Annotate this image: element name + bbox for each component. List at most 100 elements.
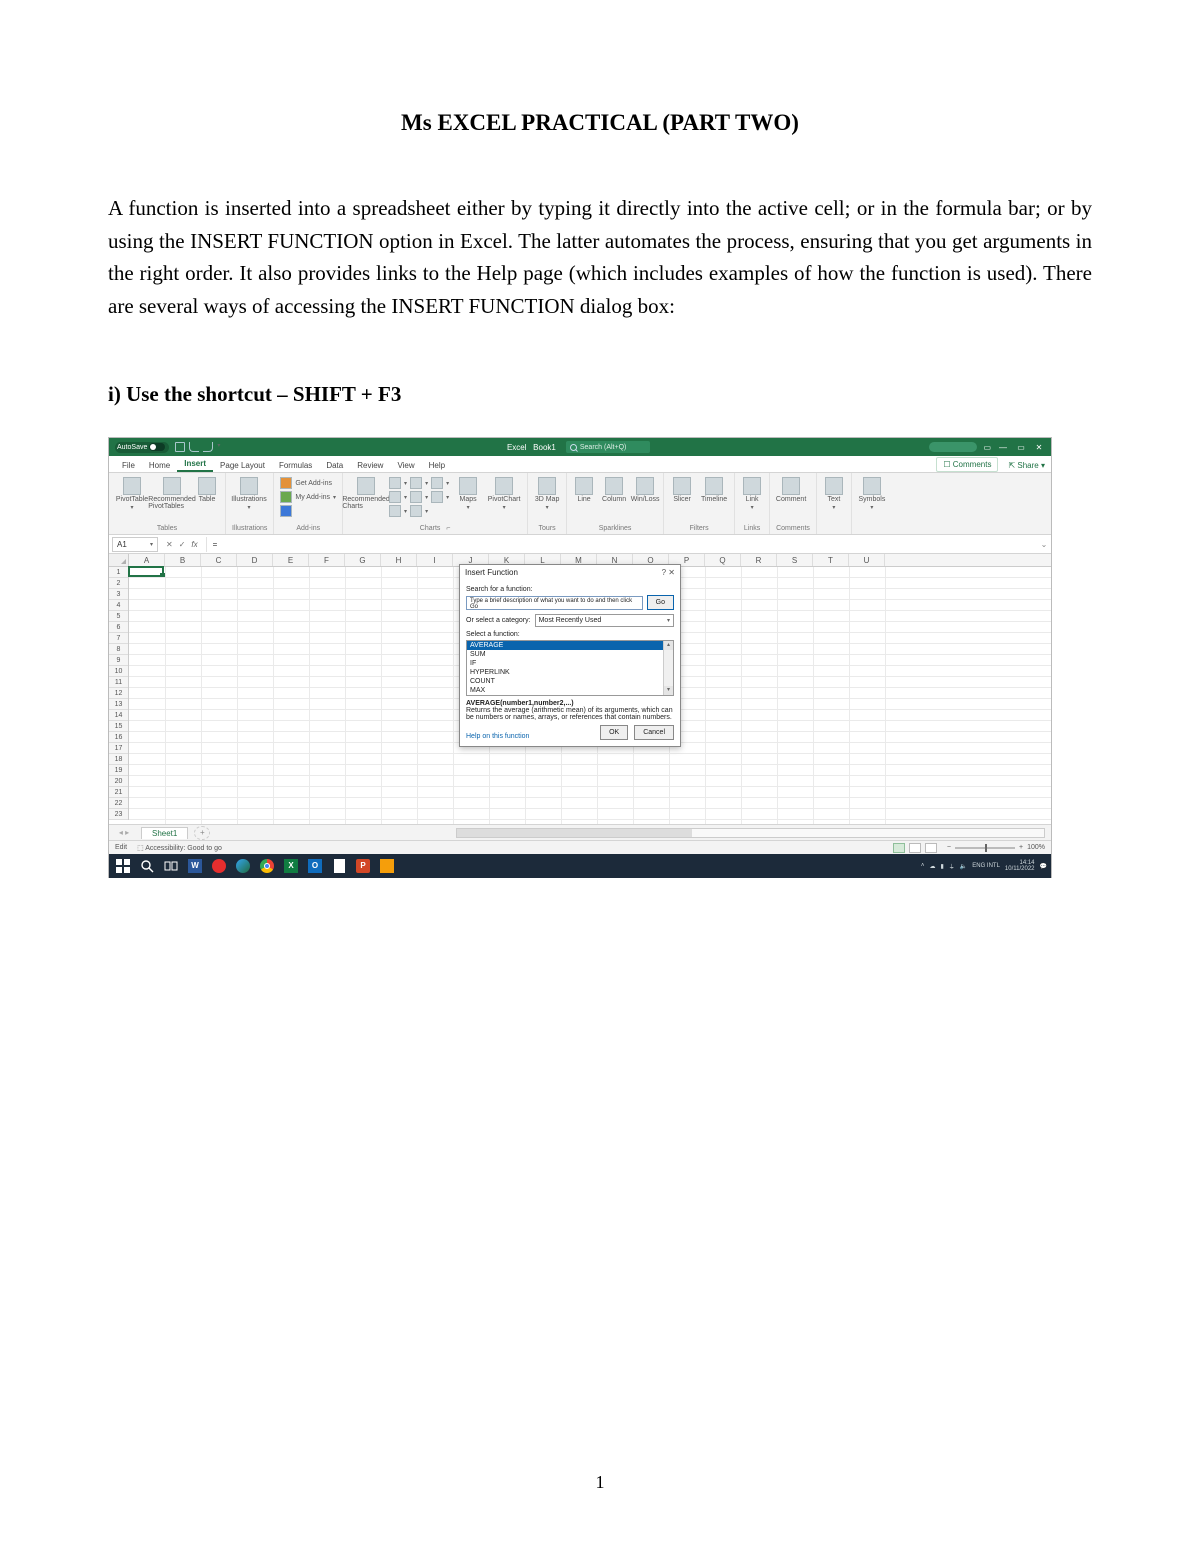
- row-header[interactable]: 21: [109, 787, 128, 798]
- zoom-slider[interactable]: [955, 847, 1015, 849]
- tab-home[interactable]: Home: [142, 459, 177, 472]
- tab-view[interactable]: View: [390, 459, 421, 472]
- row-header[interactable]: 15: [109, 721, 128, 732]
- tray-chevron-icon[interactable]: ˄: [921, 863, 925, 869]
- select-all-button[interactable]: [109, 554, 129, 567]
- worksheet-grid[interactable]: ABCDEFGHIJKLMNOPQRSTU 123456789101112131…: [109, 554, 1051, 824]
- row-header[interactable]: 8: [109, 644, 128, 655]
- recommended-pivottables-button[interactable]: Recommended PivotTables: [155, 477, 189, 510]
- outlook-taskbar-icon[interactable]: O: [305, 856, 325, 876]
- excel-taskbar-icon[interactable]: X: [281, 856, 301, 876]
- category-select[interactable]: Most Recently Used▾: [535, 614, 674, 627]
- tab-insert[interactable]: Insert: [177, 457, 213, 472]
- row-header[interactable]: 6: [109, 622, 128, 633]
- row-header[interactable]: 20: [109, 776, 128, 787]
- battery-icon[interactable]: ▮: [940, 863, 943, 870]
- volume-icon[interactable]: 🔈: [960, 863, 967, 870]
- row-header[interactable]: 23: [109, 809, 128, 820]
- function-list[interactable]: AVERAGE SUM IF HYPERLINK COUNT MAX ▴▾: [466, 640, 674, 696]
- minimize-button[interactable]: —: [997, 441, 1009, 453]
- cancel-formula-button[interactable]: ✕: [166, 540, 173, 549]
- sheet-nav-prev[interactable]: ◂ ▸: [109, 828, 139, 837]
- share-button[interactable]: ⇱ Share ▾: [1002, 459, 1051, 472]
- dialog-titlebar[interactable]: Insert Function ? ✕: [460, 565, 680, 580]
- dialog-close-button[interactable]: ✕: [668, 568, 675, 577]
- ribbon-display-icon[interactable]: ▭: [983, 443, 991, 452]
- start-button[interactable]: [113, 856, 133, 876]
- maps-button[interactable]: Maps▾: [455, 477, 481, 511]
- list-item[interactable]: MAX: [467, 686, 673, 695]
- search-input[interactable]: Type a brief description of what you wan…: [466, 596, 643, 610]
- page-layout-view-button[interactable]: [909, 843, 921, 853]
- notepad-taskbar-icon[interactable]: [329, 856, 349, 876]
- dialog-help-button[interactable]: ?: [662, 568, 666, 577]
- redo-icon[interactable]: [203, 442, 213, 452]
- column-header[interactable]: D: [237, 554, 273, 566]
- list-scrollbar[interactable]: ▴▾: [663, 641, 673, 695]
- my-addins-button[interactable]: My Add-ins▾: [280, 491, 336, 503]
- bing-maps-button[interactable]: [280, 505, 336, 517]
- onedrive-icon[interactable]: ☁: [929, 863, 935, 870]
- column-header[interactable]: G: [345, 554, 381, 566]
- clock[interactable]: 14:1410/11/2022: [1005, 860, 1035, 872]
- save-icon[interactable]: [175, 442, 185, 452]
- edge-taskbar-icon[interactable]: [233, 856, 253, 876]
- column-header[interactable]: F: [309, 554, 345, 566]
- task-view-button[interactable]: [161, 856, 181, 876]
- insert-function-button[interactable]: fx: [191, 540, 197, 549]
- tab-page-layout[interactable]: Page Layout: [213, 459, 272, 472]
- task-search-button[interactable]: [137, 856, 157, 876]
- symbols-button[interactable]: Symbols▾: [858, 477, 886, 511]
- sheet-tab[interactable]: Sheet1: [141, 827, 188, 839]
- bar-chart-icon[interactable]: [389, 491, 401, 503]
- list-item[interactable]: SUM: [467, 650, 673, 659]
- horizontal-scrollbar[interactable]: [216, 828, 1045, 838]
- help-link[interactable]: Help on this function: [466, 733, 529, 740]
- column-header[interactable]: A: [129, 554, 165, 566]
- sparkline-column-button[interactable]: Column: [601, 477, 627, 503]
- cancel-button[interactable]: Cancel: [634, 725, 674, 740]
- map-chart-icon[interactable]: [389, 505, 401, 517]
- language-indicator[interactable]: ENG INTL: [972, 863, 1000, 869]
- tab-formulas[interactable]: Formulas: [272, 459, 319, 472]
- ok-button[interactable]: OK: [600, 725, 628, 740]
- row-header[interactable]: 14: [109, 710, 128, 721]
- column-header[interactable]: B: [165, 554, 201, 566]
- row-header[interactable]: 11: [109, 677, 128, 688]
- combo-chart-icon[interactable]: [410, 505, 422, 517]
- column-header[interactable]: Q: [705, 554, 741, 566]
- pivotchart-button[interactable]: PivotChart▾: [487, 477, 521, 511]
- maximize-button[interactable]: ▭: [1015, 441, 1027, 453]
- tab-data[interactable]: Data: [319, 459, 350, 472]
- notifications-icon[interactable]: 💬: [1040, 863, 1047, 870]
- add-sheet-button[interactable]: +: [194, 826, 210, 840]
- tab-help[interactable]: Help: [422, 459, 452, 472]
- enter-formula-button[interactable]: ✓: [179, 540, 186, 549]
- tab-review[interactable]: Review: [350, 459, 390, 472]
- table-button[interactable]: Table: [195, 477, 219, 503]
- sparkline-line-button[interactable]: Line: [573, 477, 595, 503]
- column-header[interactable]: I: [417, 554, 453, 566]
- qat-more-icon[interactable]: ▾: [217, 442, 227, 452]
- column-header[interactable]: C: [201, 554, 237, 566]
- sparkline-winloss-button[interactable]: Win/Loss: [633, 477, 657, 503]
- row-header[interactable]: 9: [109, 655, 128, 666]
- comment-button[interactable]: Comment: [776, 477, 806, 503]
- column-header[interactable]: H: [381, 554, 417, 566]
- zoom-out-button[interactable]: −: [947, 844, 951, 851]
- user-account-button[interactable]: [929, 442, 977, 452]
- go-button[interactable]: Go: [647, 595, 674, 610]
- row-header[interactable]: 16: [109, 732, 128, 743]
- opera-taskbar-icon[interactable]: [209, 856, 229, 876]
- row-header[interactable]: 12: [109, 688, 128, 699]
- list-item[interactable]: AVERAGE: [467, 641, 673, 650]
- pivottable-button[interactable]: PivotTable▾: [115, 477, 149, 511]
- page-break-view-button[interactable]: [925, 843, 937, 853]
- zoom-in-button[interactable]: +: [1019, 844, 1023, 851]
- 3d-map-button[interactable]: 3D Map▾: [534, 477, 560, 511]
- row-header[interactable]: 17: [109, 743, 128, 754]
- row-headers[interactable]: 1234567891011121314151617181920212223: [109, 567, 129, 820]
- list-item[interactable]: IF: [467, 659, 673, 668]
- link-button[interactable]: Link▾: [741, 477, 763, 511]
- scatter-chart-icon[interactable]: [431, 491, 443, 503]
